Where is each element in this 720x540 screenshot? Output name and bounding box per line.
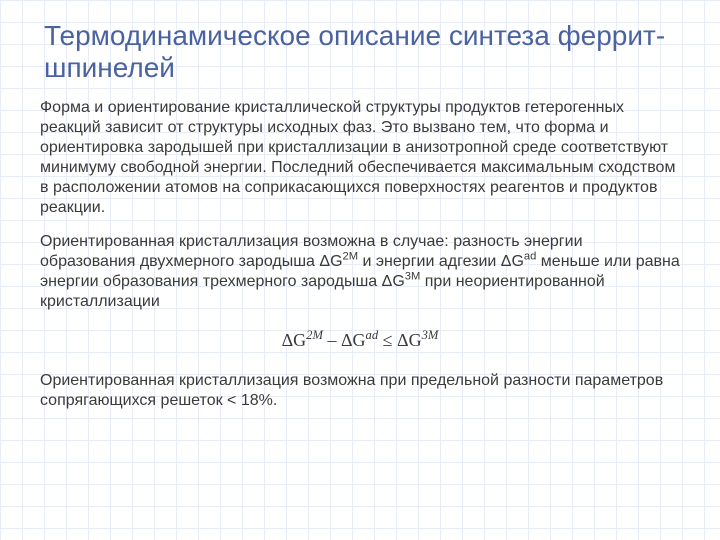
p2-part-b: и энергии адгезии	[358, 253, 501, 270]
sup-3m: 3M	[405, 271, 421, 283]
p2-sym-dg2m: ΔG2M	[319, 253, 358, 270]
formula: ΔG2M – ΔGad ≤ ΔG3M	[40, 330, 680, 351]
formula-dg2: ΔG	[341, 330, 366, 350]
formula-minus: –	[323, 330, 341, 350]
paragraph-1: Форма и ориентирование кристаллической с…	[40, 98, 680, 218]
p2-sym-dg3m: ΔG3M	[382, 273, 421, 290]
paragraph-3: Ориентированная кристаллизация возможна …	[40, 371, 680, 411]
formula-dg3: ΔG	[397, 330, 422, 350]
formula-sup-3m: 3M	[422, 328, 439, 342]
sup-2m: 2M	[343, 251, 359, 263]
slide-title: Термодинамическое описание синтеза ферри…	[40, 20, 680, 84]
delta-g-text-3: ΔG	[382, 273, 405, 290]
formula-sup-ad-text: ad	[366, 328, 379, 342]
formula-sup-2m-text: 2M	[306, 328, 323, 342]
formula-leq: ≤	[378, 330, 397, 350]
paragraph-2: Ориентированная кристаллизация возможна …	[40, 232, 680, 312]
p2-sym-dgad: ΔGad	[501, 253, 537, 270]
delta-g-text-2: ΔG	[501, 253, 524, 270]
slide: Термодинамическое описание синтеза ферри…	[0, 0, 720, 540]
formula-dg1: ΔG	[282, 330, 307, 350]
formula-sup-ad: ad	[366, 328, 379, 342]
formula-sup-2m: 2M	[306, 328, 323, 342]
sup-ad: ad	[524, 251, 536, 263]
formula-sup-3m-text: 3M	[422, 328, 439, 342]
delta-g-text: ΔG	[319, 253, 342, 270]
